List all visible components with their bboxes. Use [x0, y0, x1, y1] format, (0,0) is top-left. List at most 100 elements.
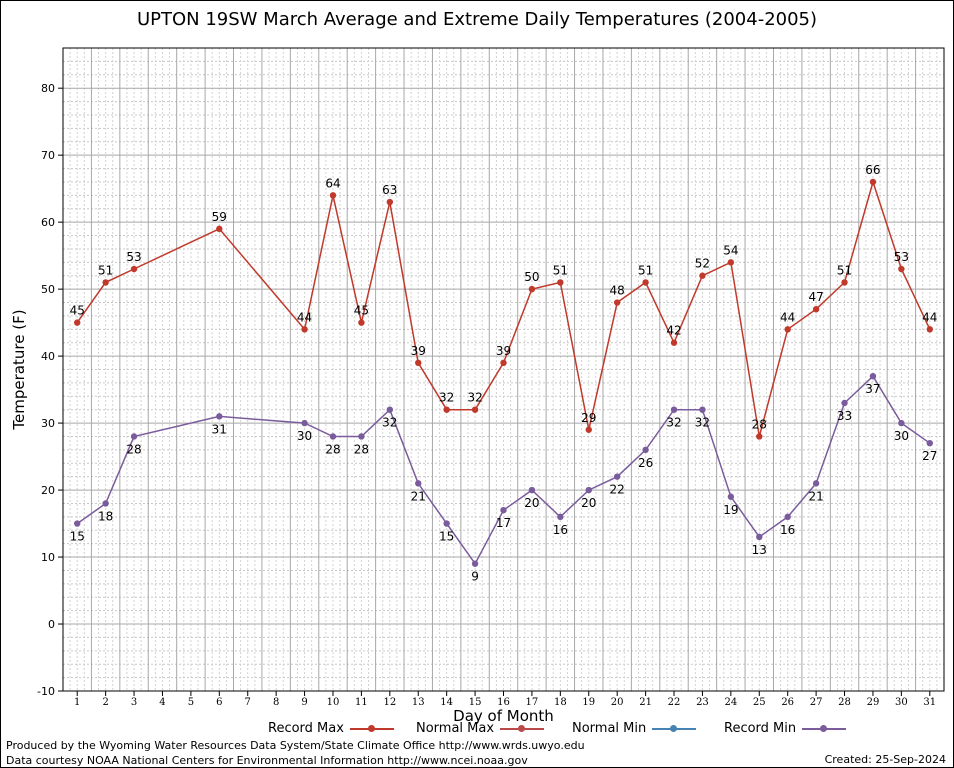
data-label-record-min: 22	[610, 483, 625, 497]
data-point-record-min	[812, 480, 820, 487]
x-tick-label: 9	[301, 697, 307, 708]
data-point-record-max	[301, 326, 308, 333]
data-point-record-max	[500, 359, 507, 367]
data-point-record-min	[528, 486, 536, 494]
data-label-record-max: 44	[297, 310, 312, 324]
data-label-record-min: 20	[524, 496, 539, 510]
y-tick-label: 10	[41, 551, 55, 564]
data-label-record-max: 47	[808, 290, 823, 304]
legend: Record Max Normal Max Normal Min Record …	[260, 721, 847, 739]
x-tick-label: 7	[245, 697, 251, 708]
y-tick-label: 20	[41, 484, 55, 497]
data-point-record-min	[613, 473, 621, 480]
x-tick-label: 19	[582, 697, 595, 708]
data-label-record-max: 52	[695, 257, 710, 271]
legend-label-normal-max: Normal Max	[416, 721, 495, 736]
x-tick-label: 25	[753, 697, 766, 708]
data-point-record-max	[898, 265, 905, 273]
data-point-record-min	[415, 480, 422, 487]
data-point-record-min	[130, 433, 138, 440]
data-label-record-min: 33	[837, 409, 852, 423]
x-tick-label: 27	[810, 697, 823, 708]
data-point-record-max	[74, 319, 81, 326]
data-label-record-max: 44	[780, 310, 795, 324]
footer-data-courtesy: Data courtesy NOAA National Centers for …	[6, 754, 528, 767]
data-point-record-min	[642, 446, 649, 454]
data-point-record-min	[471, 560, 479, 567]
data-label-record-max: 66	[865, 163, 880, 177]
data-point-record-min	[699, 406, 706, 413]
data-point-record-max	[812, 306, 820, 313]
data-point-record-max	[926, 326, 933, 333]
data-point-record-max	[216, 225, 223, 233]
footer-credits: Produced by the Wyoming Water Resources …	[6, 738, 585, 768]
data-label-record-min: 18	[98, 509, 113, 523]
y-tick-label: 40	[41, 350, 55, 363]
footer-created-date: Created: 25-Sep-2024	[824, 753, 946, 766]
data-label-record-max: 28	[752, 417, 767, 431]
data-point-record-min	[500, 506, 507, 514]
data-point-record-max	[642, 279, 649, 286]
data-point-record-min	[727, 493, 735, 500]
data-point-record-max	[443, 406, 450, 413]
x-tick-label: 15	[469, 697, 482, 708]
legend-swatch-record-max	[349, 724, 394, 732]
data-label-record-max: 53	[894, 250, 909, 264]
x-tick-label: 11	[355, 697, 368, 708]
data-label-record-min: 30	[297, 429, 312, 443]
data-label-record-max: 32	[439, 391, 454, 405]
data-point-record-max	[784, 326, 791, 333]
data-point-record-max	[471, 406, 479, 413]
x-tick-label: 20	[611, 697, 624, 708]
data-label-record-min: 28	[126, 442, 141, 456]
data-label-record-max: 50	[524, 270, 539, 284]
data-point-record-min	[841, 399, 848, 407]
data-point-record-min	[74, 520, 81, 527]
data-label-record-max: 42	[666, 324, 681, 338]
x-tick-label: 28	[838, 697, 851, 708]
data-label-record-min: 21	[411, 489, 426, 503]
data-point-record-min	[926, 439, 933, 447]
data-label-record-max: 59	[212, 210, 227, 224]
data-point-record-max	[727, 259, 735, 266]
data-label-record-min: 37	[865, 382, 880, 396]
data-label-record-min: 28	[354, 442, 369, 456]
data-label-record-max: 29	[581, 411, 596, 425]
data-point-record-max	[557, 279, 564, 286]
data-label-record-min: 30	[894, 429, 909, 443]
data-point-record-max	[329, 192, 337, 199]
data-label-record-max: 39	[496, 344, 511, 358]
legend-label-record-min: Record Min	[724, 721, 797, 736]
data-point-record-max	[585, 426, 592, 433]
x-tick-label: 18	[554, 697, 567, 708]
data-point-record-max	[841, 279, 848, 286]
x-tick-label: 16	[497, 697, 510, 708]
data-label-record-min: 27	[922, 449, 937, 463]
data-point-record-min	[386, 406, 394, 413]
footer-produced-by: Produced by the Wyoming Water Resources …	[6, 739, 585, 752]
data-point-record-min	[301, 419, 308, 427]
data-point-record-min	[329, 433, 337, 440]
data-label-record-min: 32	[666, 416, 681, 430]
x-tick-label: 1	[74, 697, 80, 708]
data-label-record-max: 63	[382, 183, 397, 197]
legend-item-record-min: Record Min	[724, 721, 847, 736]
data-label-record-min: 28	[325, 442, 340, 456]
y-tick-label: 80	[41, 82, 55, 95]
x-tick-label: 22	[668, 697, 681, 708]
x-tick-label: 31	[923, 697, 936, 708]
x-tick-label: 26	[781, 697, 794, 708]
x-tick-label: 3	[131, 697, 137, 708]
data-point-record-max	[528, 285, 536, 293]
x-axis-label: Day of Month	[453, 707, 554, 725]
data-point-record-max	[358, 319, 365, 326]
data-label-record-min: 13	[752, 543, 767, 557]
data-point-record-min	[670, 406, 678, 413]
data-point-record-max	[756, 433, 763, 440]
x-tick-label: 8	[273, 697, 279, 708]
data-label-record-max: 48	[610, 284, 625, 298]
data-label-record-min: 15	[70, 530, 85, 544]
data-label-record-max: 39	[411, 344, 426, 358]
y-tick-label: 50	[41, 283, 55, 296]
